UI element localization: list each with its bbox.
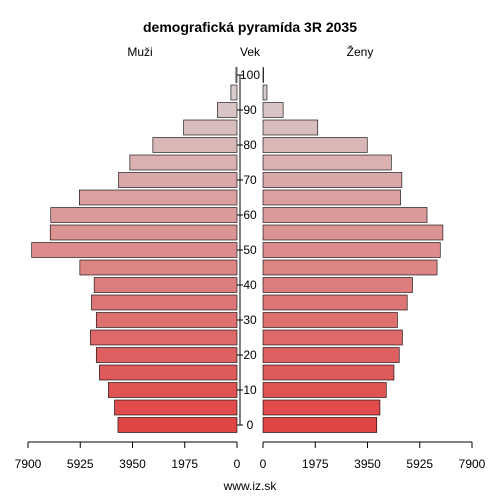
age-tick-label-60: 60: [243, 208, 257, 222]
age-tick-label-70: 70: [243, 173, 257, 187]
bar-male-50: [31, 242, 238, 258]
bar-female-90: [262, 102, 284, 118]
bar-female-100: [262, 67, 264, 83]
bar-female-75: [262, 154, 392, 171]
bar-female-70: [262, 172, 403, 188]
bar-female-25: [262, 329, 403, 346]
x-tick-label-left-5925: 5925: [67, 457, 94, 471]
bar-female-85: [262, 119, 319, 136]
bar-female-0: [262, 417, 378, 433]
bar-male-95: [230, 84, 238, 101]
bar-female-95: [262, 84, 268, 101]
age-tick-label-100: 100: [240, 68, 260, 82]
age-tick-label-80: 80: [243, 138, 257, 152]
x-tick-label-right-5925: 5925: [406, 457, 433, 471]
bar-female-55: [262, 224, 444, 241]
bar-male-25: [90, 329, 238, 346]
bar-male-80: [152, 137, 238, 153]
x-tick-label-left-7900: 7900: [15, 457, 42, 471]
bar-male-100: [235, 67, 238, 83]
bar-female-5: [262, 399, 381, 416]
bar-male-85: [183, 119, 238, 136]
bar-female-40: [262, 277, 413, 293]
x-tick-label-left-1975: 1975: [171, 457, 198, 471]
bar-female-35: [262, 294, 408, 311]
bar-male-35: [91, 294, 238, 311]
x-tick-label-right-1975: 1975: [302, 457, 329, 471]
bar-female-15: [262, 364, 395, 381]
bars-group: [31, 67, 444, 433]
age-tick-label-50: 50: [243, 243, 257, 257]
bar-male-40: [93, 277, 238, 293]
bar-male-60: [50, 207, 238, 223]
chart-title: demografická pyramída 3R 2035: [143, 19, 357, 35]
bar-female-30: [262, 312, 398, 328]
x-tick-label-left-0: 0: [234, 457, 241, 471]
right-series-label: Ženy: [347, 44, 374, 59]
age-tick-label-40: 40: [243, 278, 257, 292]
age-tick-label-0: 0: [247, 418, 254, 432]
left-series-label: Muži: [127, 45, 152, 59]
bar-male-10: [108, 382, 238, 398]
bar-male-20: [95, 347, 238, 363]
bar-male-30: [95, 312, 238, 328]
age-tick-label-20: 20: [243, 348, 257, 362]
x-tick-label-left-3950: 3950: [119, 457, 146, 471]
x-tick-label-right-0: 0: [260, 457, 267, 471]
bar-male-5: [114, 399, 238, 416]
bar-male-90: [217, 102, 238, 118]
bar-male-45: [79, 259, 238, 276]
bar-female-10: [262, 382, 387, 398]
bar-female-50: [262, 242, 441, 258]
age-tick-label-30: 30: [243, 313, 257, 327]
bar-female-80: [262, 137, 368, 153]
age-axis-label: Vek: [240, 45, 261, 59]
bar-male-75: [129, 154, 238, 171]
age-tick-label-10: 10: [243, 383, 257, 397]
bar-male-70: [118, 172, 238, 188]
x-tick-label-right-7900: 7900: [459, 457, 486, 471]
bar-male-65: [79, 189, 238, 206]
bar-female-60: [262, 207, 428, 223]
bar-male-55: [49, 224, 238, 241]
bar-female-65: [262, 189, 401, 206]
bar-female-20: [262, 347, 400, 363]
age-tick-label-90: 90: [243, 103, 257, 117]
bar-female-45: [262, 259, 438, 276]
x-tick-label-right-3950: 3950: [354, 457, 381, 471]
footer-text: www.iz.sk: [223, 479, 278, 493]
axes-group: 0 10 20 30 40 50 60 70 80 90 100 7900 5925 3950 1975 0 0…: [15, 68, 486, 471]
bar-male-0: [117, 417, 238, 433]
bar-male-15: [99, 364, 238, 381]
